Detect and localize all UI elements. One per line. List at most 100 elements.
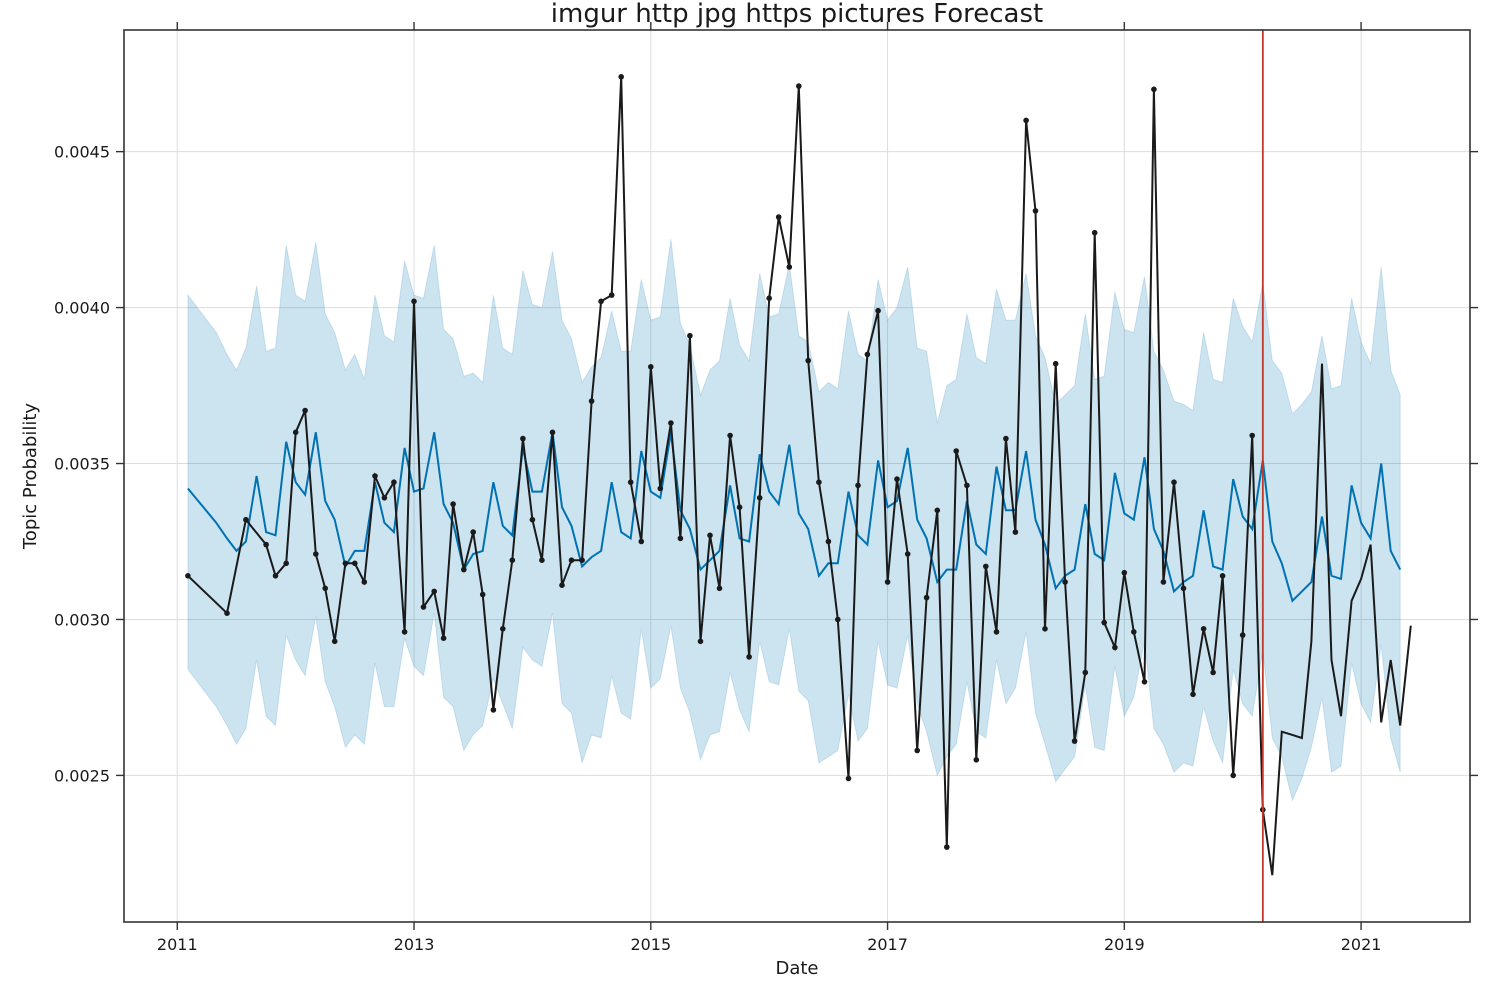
observed-tail-line	[1251, 363, 1412, 876]
observed-point	[1052, 360, 1059, 367]
observed-point	[559, 582, 565, 588]
observed-point	[331, 638, 338, 645]
observed-point	[786, 264, 793, 270]
observed-point	[835, 616, 841, 623]
observed-point	[302, 407, 308, 414]
observed-point	[431, 588, 438, 595]
observed-point	[461, 566, 467, 573]
observed-point	[993, 629, 1000, 635]
observed-point	[292, 429, 299, 436]
x-tick-label: 2019	[1104, 935, 1145, 954]
observed-point	[687, 332, 693, 339]
observed-point	[450, 501, 456, 507]
uncertainty-band	[187, 238, 1401, 802]
observed-point	[894, 476, 900, 482]
observed-point	[627, 479, 634, 486]
observed-point	[352, 560, 358, 567]
observed-point	[243, 516, 249, 523]
y-axis-label: Topic Probability	[20, 403, 41, 550]
observed-point	[588, 398, 595, 404]
observed-point	[716, 585, 723, 592]
grid	[124, 30, 1470, 922]
observed-point	[322, 585, 329, 592]
observed-point	[1180, 585, 1187, 592]
observed-point	[934, 507, 941, 514]
observed-point	[313, 551, 319, 557]
observed-point	[875, 307, 881, 314]
observed-point	[746, 654, 752, 660]
observed-point	[668, 420, 674, 426]
observed-point	[1042, 626, 1048, 632]
observed-point	[263, 541, 269, 548]
observed-point	[904, 551, 911, 557]
observed-point	[479, 591, 486, 598]
observed-point	[964, 482, 970, 489]
x-tick-label: 2021	[1341, 935, 1382, 954]
observed-point	[1239, 632, 1246, 638]
observed-point	[440, 635, 447, 641]
x-tick-label: 2017	[867, 935, 908, 954]
x-axis-label: Date	[775, 958, 818, 979]
observed-point	[618, 74, 624, 80]
observed-point	[1062, 579, 1068, 585]
observed-point	[568, 557, 575, 563]
observed-point	[1003, 435, 1009, 442]
observed-point	[283, 560, 290, 567]
observed-point	[1131, 629, 1137, 635]
observed-point	[272, 573, 279, 579]
y-tick-label: 0.0040	[54, 299, 110, 318]
observed-point	[707, 532, 713, 539]
observed-point	[608, 292, 615, 298]
observed-point	[361, 579, 368, 585]
observed-point	[1230, 772, 1236, 779]
y-tick-label: 0.0025	[54, 766, 110, 785]
observed-point	[1091, 229, 1098, 236]
observed-point	[1219, 573, 1226, 579]
observed-point	[1249, 432, 1255, 439]
observed-point	[727, 432, 733, 439]
observed-point	[391, 479, 397, 486]
observed-point	[657, 485, 664, 492]
observed-point	[1023, 117, 1029, 124]
observed-point	[677, 535, 684, 542]
observed-point	[1032, 208, 1039, 214]
observed-point	[381, 495, 388, 501]
observed-point	[1082, 669, 1089, 676]
observed-point	[766, 295, 772, 302]
observed-point	[923, 594, 930, 601]
observed-point	[953, 448, 959, 454]
observed-point	[529, 516, 536, 523]
observed-point	[864, 351, 871, 358]
observed-point	[648, 364, 654, 370]
y-tick-label: 0.0035	[54, 455, 110, 474]
observed-point	[598, 298, 604, 305]
observed-markers	[185, 74, 1266, 850]
y-axis-ticks: 0.0025 0.0030 0.0035 0.0040 0.0045	[54, 143, 1478, 785]
observed-point	[914, 747, 920, 754]
observed-point	[973, 757, 980, 763]
forecast-line-group	[187, 432, 1402, 603]
observed-point	[756, 495, 763, 501]
observed-point	[855, 482, 861, 489]
observed-point	[509, 557, 516, 563]
observed-point	[420, 604, 427, 610]
observed-point	[1210, 669, 1216, 676]
observed-point	[1012, 529, 1019, 535]
observed-point	[845, 775, 852, 782]
y-tick-label: 0.0030	[54, 610, 110, 629]
observed-point	[1141, 679, 1148, 685]
observed-point	[549, 429, 556, 436]
observed-point	[1112, 644, 1118, 651]
chart-title: imgur http jpg https pictures Forecast	[551, 0, 1043, 29]
observed-point	[796, 83, 802, 89]
observed-point	[490, 707, 497, 713]
observed-point	[401, 629, 408, 635]
uncertainty-band-area	[187, 238, 1401, 802]
observed-point	[539, 557, 545, 563]
observed-point	[1121, 569, 1128, 576]
observed-point	[775, 214, 782, 220]
observed-line-group	[187, 76, 1412, 876]
observed-point	[983, 563, 989, 570]
observed-point	[697, 638, 704, 645]
